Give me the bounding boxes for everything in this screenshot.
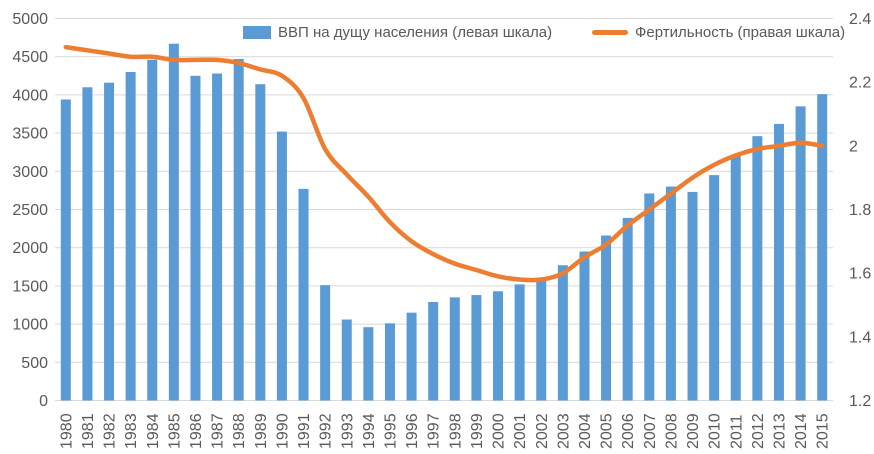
x-axis-year-label: 2002 xyxy=(534,413,551,449)
x-axis-year-label: 2008 xyxy=(663,413,680,449)
x-axis-year-label: 1993 xyxy=(339,413,356,449)
right-axis-tick-label: 1.6 xyxy=(849,266,871,283)
gdp-bar-1988 xyxy=(233,58,244,401)
x-axis-year-label: 1992 xyxy=(318,413,335,449)
gdp-bar-1996 xyxy=(406,312,417,401)
x-axis-year-label: 1997 xyxy=(426,413,443,449)
gdp-bar-1983 xyxy=(125,71,136,401)
x-axis-year-label: 1981 xyxy=(80,413,97,449)
gdp-bar-2001 xyxy=(514,284,525,401)
x-axis-year-label: 2003 xyxy=(555,413,572,449)
x-axis-year-label: 2009 xyxy=(685,413,702,449)
gdp-bar-2008 xyxy=(665,186,676,401)
x-axis-year-label: 2012 xyxy=(750,413,767,449)
gdp-bar-1980 xyxy=(60,99,71,401)
gdp-bar-1986 xyxy=(190,75,201,401)
x-axis-year-label: 1986 xyxy=(188,413,205,449)
gdp-bar-1993 xyxy=(341,319,352,401)
x-axis-year-label: 2011 xyxy=(728,414,745,449)
gdp-bar-1997 xyxy=(428,301,439,401)
right-axis-tick-label: 2 xyxy=(849,138,858,155)
left-axis-tick-label: 1500 xyxy=(12,278,48,295)
x-axis-year-label: 2000 xyxy=(491,413,508,449)
x-axis-year-label: 1998 xyxy=(447,413,464,449)
x-axis-year-label: 2007 xyxy=(642,413,659,449)
gdp-bar-2003 xyxy=(557,265,568,401)
x-axis-year-label: 1996 xyxy=(404,413,421,449)
gdp-bar-1992 xyxy=(320,285,331,401)
x-axis-year-label: 1987 xyxy=(210,413,227,449)
fertility-line xyxy=(63,44,825,283)
gdp-bar-1984 xyxy=(147,59,158,401)
left-axis-tick-label: 1000 xyxy=(12,317,48,334)
left-axis-tick-label: 2500 xyxy=(12,202,48,219)
gdp-bar-2005 xyxy=(601,235,612,401)
left-axis-tick-label: 3000 xyxy=(12,164,48,181)
gdp-bar-1981 xyxy=(82,87,93,401)
gdp-bar-1989 xyxy=(255,84,266,401)
left-axis-tick-label: 4000 xyxy=(12,87,48,104)
x-axis-year-label: 1999 xyxy=(469,413,486,449)
gdp-bar-1994 xyxy=(363,327,374,401)
left-axis-tick-label: 4500 xyxy=(12,49,48,66)
right-axis-tick-label: 1.4 xyxy=(849,329,871,346)
gdp-bar-2013 xyxy=(773,123,784,401)
x-axis-year-label: 2013 xyxy=(771,413,788,449)
x-axis-year-label: 1988 xyxy=(231,413,248,449)
x-axis-year-label: 1994 xyxy=(361,413,378,449)
x-axis-year-label: 2006 xyxy=(620,413,637,449)
right-axis-tick-label: 1.8 xyxy=(849,202,871,219)
gdp-bar-1991 xyxy=(298,188,309,401)
gdp-bar-1987 xyxy=(212,73,223,401)
gdp-bar-1998 xyxy=(449,297,460,401)
gdp-bar-1995 xyxy=(384,323,395,401)
gdp-bar-2000 xyxy=(493,291,504,401)
x-axis-year-label: 1983 xyxy=(123,413,140,449)
x-axis-year-label: 2010 xyxy=(707,413,724,449)
gdp-bar-2011 xyxy=(730,156,741,401)
gdp-bar-1985 xyxy=(168,43,179,401)
left-axis-tick-label: 2000 xyxy=(12,240,48,257)
gdp-bar-2015 xyxy=(817,94,828,401)
x-axis-year-label: 1984 xyxy=(145,413,162,449)
x-axis-year-label: 2004 xyxy=(577,413,594,449)
x-axis-year-label: 1995 xyxy=(382,413,399,449)
gdp-bar-1999 xyxy=(471,295,482,401)
x-axis-year-label: 2005 xyxy=(599,413,616,449)
right-axis-tick-label: 2.2 xyxy=(849,75,871,92)
gdp-bar-2004 xyxy=(579,251,590,401)
left-axis-tick-label: 0 xyxy=(39,393,48,410)
x-axis-year-label: 1990 xyxy=(274,413,291,449)
gdp-bar-1982 xyxy=(104,82,115,401)
left-axis-tick-label: 500 xyxy=(21,355,48,372)
right-axis-tick-label: 1.2 xyxy=(849,393,871,410)
right-axis-tick-label: 2.4 xyxy=(849,11,871,28)
x-axis-year-label: 2014 xyxy=(793,413,810,449)
gdp-bar-2006 xyxy=(622,217,633,401)
gdp-bar-1990 xyxy=(276,131,287,401)
x-axis-year-label: 2001 xyxy=(512,413,529,449)
gdp-bar-2007 xyxy=(644,193,655,401)
gdp-bar-2010 xyxy=(709,175,720,401)
x-axis-year-label: 1980 xyxy=(58,413,75,449)
x-axis-year-label: 1985 xyxy=(166,413,183,449)
gdp-bar-2009 xyxy=(687,191,698,401)
x-axis-year-label: 1989 xyxy=(253,413,270,449)
x-axis-year-label: 1982 xyxy=(102,413,119,449)
x-axis-year-label: 1991 xyxy=(296,413,313,449)
left-axis-tick-label: 3500 xyxy=(12,126,48,143)
gdp-bar-2012 xyxy=(752,136,763,401)
x-axis-year-label: 2015 xyxy=(815,413,832,449)
left-axis-tick-label: 5000 xyxy=(12,11,48,28)
gdp-bar-2002 xyxy=(536,278,547,401)
gdp-bar-2014 xyxy=(795,106,806,401)
